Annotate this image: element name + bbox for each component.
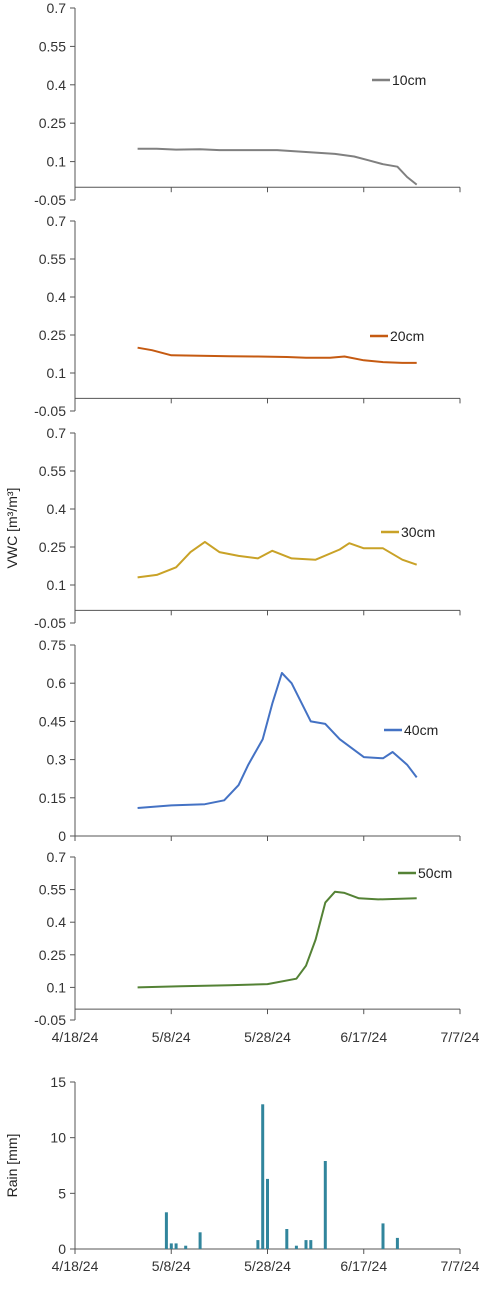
y-axis-label: VWC [m³/m³] [4,488,20,569]
legend-label: 30cm [401,524,435,540]
x-tick-label: 7/7/24 [441,1029,480,1045]
x-tick-label: 5/8/24 [152,1258,191,1274]
rain-bar [309,1240,313,1249]
rain-bar [261,1104,265,1249]
y-tick-label: 0.3 [47,752,67,768]
y-tick-label: 0.6 [47,675,67,691]
x-tick-label: 6/17/24 [340,1029,387,1045]
rain-bar [266,1178,269,1249]
rain-bar [184,1245,188,1249]
rain-bar [294,1245,298,1249]
rain-bar [174,1243,178,1249]
y-tick-label: 0 [58,1241,66,1257]
y-tick-label: -0.05 [34,403,66,419]
rain-bar [285,1229,289,1249]
y-tick-label: 0 [58,828,66,844]
legend-label: 50cm [418,865,452,881]
rain-bar [323,1161,327,1249]
x-tick-label: 4/18/24 [52,1029,99,1045]
y-tick-label: 0.7 [47,213,67,229]
x-tick-label: 4/18/24 [52,1258,99,1274]
y-axis-label: Rain [mm] [4,1134,20,1198]
series-line-20cm [137,346,417,364]
y-tick-label: 0.1 [47,577,67,593]
y-tick-label: 0.25 [39,539,66,555]
x-tick-label: 5/28/24 [244,1029,291,1045]
y-tick-label: 0.4 [47,289,67,305]
y-tick-label: 0.7 [47,425,67,441]
y-tick-label: 0.75 [39,637,66,653]
y-tick-label: 0.1 [47,365,67,381]
y-tick-label: 0.25 [39,327,66,343]
rain-bar [198,1232,202,1249]
rain-bar [164,1212,168,1249]
legend-label: 10cm [392,72,426,88]
y-tick-label: 0.15 [39,790,66,806]
y-tick-label: 0.55 [39,251,66,267]
rain-bar [381,1223,385,1249]
rain-bar [304,1240,308,1249]
y-tick-label: 5 [58,1185,66,1201]
rain-bar [256,1240,260,1249]
series-line-40cm [137,672,418,809]
y-tick-label: 0.4 [47,501,67,517]
y-tick-label: 0.55 [39,38,66,54]
y-tick-label: 0.45 [39,713,66,729]
y-tick-label: 10 [50,1130,66,1146]
y-tick-label: 0.25 [39,947,66,963]
rain-bar [395,1237,399,1249]
x-tick-label: 5/8/24 [152,1029,191,1045]
y-tick-label: 0.55 [39,882,66,898]
y-tick-label: 0.7 [47,0,67,16]
series-line-10cm [137,147,418,186]
series-line-30cm [137,540,418,579]
x-tick-label: 6/17/24 [340,1258,387,1274]
y-tick-label: 0.1 [47,979,67,995]
y-tick-label: 0.4 [47,77,67,93]
y-tick-label: 0.55 [39,463,66,479]
y-tick-label: 0.4 [47,914,67,930]
y-tick-label: -0.05 [34,615,66,631]
legend-label: 20cm [390,328,424,344]
y-tick-label: 0.1 [47,154,67,170]
y-tick-label: 0.25 [39,115,66,131]
y-tick-label: -0.05 [34,1012,66,1028]
x-tick-label: 5/28/24 [244,1258,291,1274]
rain-bar [169,1243,173,1249]
y-tick-label: 0.7 [47,849,67,865]
y-tick-label: -0.05 [34,192,66,208]
legend-label: 40cm [404,722,438,738]
y-tick-label: 15 [50,1074,66,1090]
x-tick-label: 7/7/24 [441,1258,480,1274]
series-line-50cm [137,890,417,989]
